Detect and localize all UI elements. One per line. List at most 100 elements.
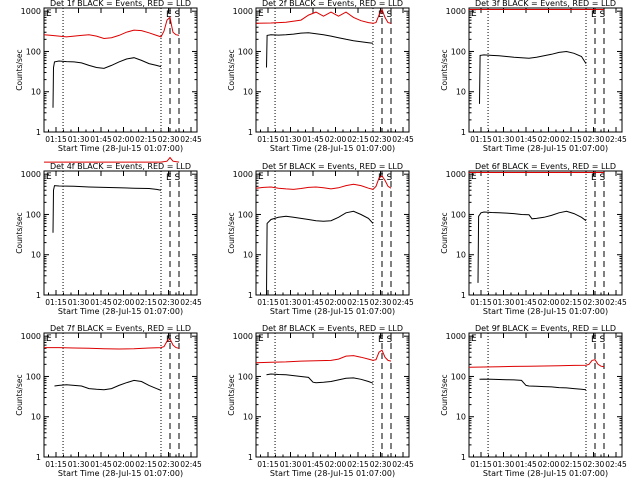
panel-5-y-tick-label: 10 (243, 251, 253, 260)
panel-8-x-label: Start Time (28-Jul-15 01:07:00) (270, 469, 395, 478)
panel-8-y-label: Counts/sec (227, 374, 236, 415)
panel-5-axes-frame (255, 170, 410, 296)
panel-2-y-tick-label: 1 (248, 128, 253, 137)
panel-1-corner-letter: E (46, 9, 52, 19)
panel-3-y-tick-label: 1 (461, 128, 466, 137)
panel-8-axes-frame (255, 332, 410, 458)
panel-4-y-tick-label: 100 (26, 210, 41, 219)
panel-7-x-tick-label: 02:45 (180, 460, 202, 469)
panel-3-y-tick-label: 100 (451, 47, 466, 56)
panel-2-x-label: Start Time (28-Jul-15 01:07:00) (270, 144, 395, 153)
panel-7-y-tick-label: 10 (31, 413, 41, 422)
panel-4-y-tick-label: 1000 (21, 170, 41, 179)
panel-8-x-tick-label: 02:00 (325, 460, 347, 469)
panel-7-x-label: Start Time (28-Jul-15 01:07:00) (58, 469, 183, 478)
panel-5-flag-letters: E S (378, 173, 393, 183)
panel-4-x-label: Start Time (28-Jul-15 01:07:00) (58, 307, 183, 316)
panel-2-y-tick-label: 1000 (233, 7, 253, 16)
panel-6-x-tick-label: 01:15 (470, 298, 492, 307)
panel-7-flag-letters: E S (166, 335, 181, 345)
panel-2-series-lld-line (255, 8, 392, 24)
panel-7-series-events-line (54, 379, 162, 391)
panel-3-y-tick-label: 1000 (446, 7, 466, 16)
panel-8-y-tick-label: 1000 (233, 332, 253, 341)
panel-6-x-tick-label: 02:30 (583, 298, 605, 307)
panel-1-x-tick-label: 02:45 (180, 135, 202, 144)
panel-8-y-tick-label: 10 (243, 413, 253, 422)
panel-4-y-label: Counts/sec (15, 212, 24, 253)
panel-5-x-tick-label: 02:30 (370, 298, 392, 307)
panel-6-x-tick-label: 02:00 (538, 298, 560, 307)
panel-5-y-tick-label: 1000 (233, 170, 253, 179)
panel-3-series-events-line (479, 50, 587, 104)
panel-1-x-tick-label: 02:00 (113, 135, 135, 144)
panel-3-x-tick-label: 02:30 (583, 135, 605, 144)
panel-5-x-tick-label: 02:45 (392, 298, 414, 307)
panel-4-title: Det 4f BLACK = Events, RED = LLD (50, 162, 191, 171)
panel-7-x-tick-label: 02:30 (158, 460, 180, 469)
panel-2-corner-letter: E (258, 9, 264, 19)
panel-1-series-events-line (52, 57, 162, 108)
panel-1-y-tick-label: 100 (26, 47, 41, 56)
panel-5-x-tick-label: 01:15 (257, 298, 279, 307)
panel-6-x-tick-label: 02:45 (605, 298, 627, 307)
panel-4-flag-letters: E S (166, 173, 181, 183)
panel-7-y-tick-label: 1000 (21, 332, 41, 341)
panel-6-series-events-line (477, 210, 587, 283)
panel-2-series-events-line (266, 32, 374, 68)
panel-1-flag-letters: E S (166, 10, 181, 20)
panel-5-corner-letter: E (258, 172, 264, 182)
panel-6-flag-letters: E S (591, 173, 606, 183)
panel-8-series-events-line (266, 373, 374, 384)
panel-9-y-tick-label: 100 (451, 372, 466, 381)
panel-7-x-tick-label: 01:15 (45, 460, 67, 469)
panel-3-flag-letters: E S (591, 10, 606, 20)
panel-4-x-tick-label: 01:15 (45, 298, 67, 307)
panel-7-axes-frame (43, 332, 198, 458)
panel-7-x-tick-label: 02:15 (135, 460, 157, 469)
panel-5-y-tick-label: 100 (238, 210, 253, 219)
panel-5-y-tick-label: 1 (248, 291, 253, 300)
panel-6-y-tick-label: 100 (451, 210, 466, 219)
panel-8-x-tick-label: 02:45 (392, 460, 414, 469)
panel-8-x-tick-label: 01:30 (280, 460, 302, 469)
panel-7-x-tick-label: 02:00 (113, 460, 135, 469)
panel-2-y-tick-label: 10 (243, 88, 253, 97)
panel-4-corner-letter: E (46, 172, 52, 182)
panel-4-x-tick-label: 02:45 (180, 298, 202, 307)
panel-3-x-tick-label: 01:30 (493, 135, 515, 144)
panel-2-axes-frame (255, 7, 410, 133)
panel-7-title: Det 7f BLACK = Events, RED = LLD (50, 324, 191, 333)
panel-2-x-tick-label: 02:30 (370, 135, 392, 144)
panel-1-x-label: Start Time (28-Jul-15 01:07:00) (58, 144, 183, 153)
panel-4-y-tick-label: 1 (36, 291, 41, 300)
panel-9-axes-frame (468, 332, 623, 458)
panel-6-title: Det 6f BLACK = Events, RED = LLD (475, 162, 616, 171)
panel-3-x-label: Start Time (28-Jul-15 01:07:00) (483, 144, 608, 153)
panel-9-series-events-line (479, 378, 587, 391)
panel-7-y-label: Counts/sec (15, 374, 24, 415)
panel-4-x-tick-label: 02:00 (113, 298, 135, 307)
panel-1-x-tick-label: 01:45 (90, 135, 112, 144)
panel-7-x-tick-label: 01:45 (90, 460, 112, 469)
panel-7-x-tick-label: 01:30 (68, 460, 90, 469)
panel-6-axes-frame (468, 170, 623, 296)
panel-9-x-tick-label: 02:30 (583, 460, 605, 469)
panel-9-flag-letters: E S (591, 335, 606, 345)
panel-8-x-tick-label: 01:15 (257, 460, 279, 469)
panel-5-y-label: Counts/sec (227, 212, 236, 253)
panel-4-axes-frame (43, 170, 198, 296)
panel-9-y-tick-label: 10 (456, 413, 466, 422)
panel-1-x-tick-label: 02:15 (135, 135, 157, 144)
panel-9-y-tick-label: 1 (461, 453, 466, 462)
panel-3-y-label: Counts/sec (440, 49, 449, 90)
panel-5-x-tick-label: 02:15 (347, 298, 369, 307)
panel-6-x-tick-label: 02:15 (560, 298, 582, 307)
panel-7-corner-letter: E (46, 334, 52, 344)
panel-9-x-tick-label: 01:30 (493, 460, 515, 469)
panel-2-x-tick-label: 02:00 (325, 135, 347, 144)
panel-6-x-tick-label: 01:45 (515, 298, 537, 307)
panel-6-y-tick-label: 1000 (446, 170, 466, 179)
panel-5-title: Det 5f BLACK = Events, RED = LLD (262, 162, 403, 171)
panel-1-axes-frame (43, 7, 198, 133)
